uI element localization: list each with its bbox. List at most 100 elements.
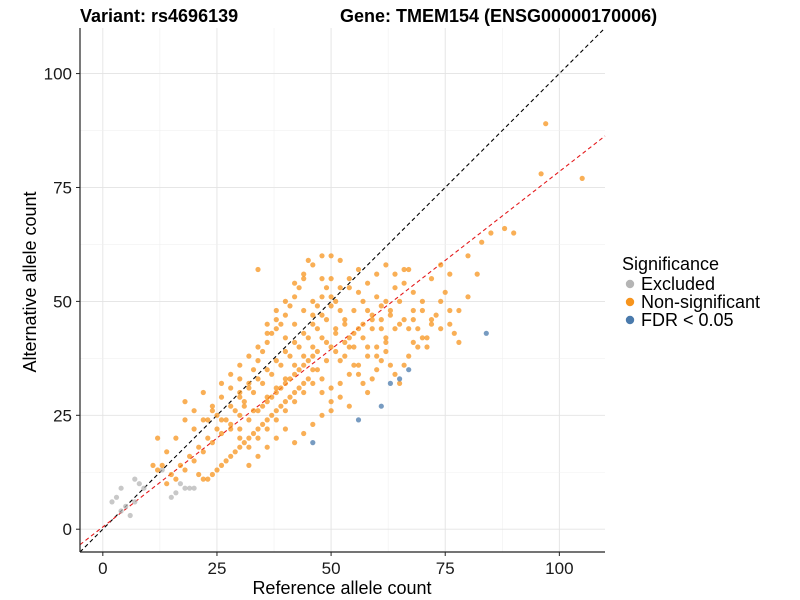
reference-line-fit [79,135,606,546]
legend-key-fdr-0-05 [625,315,635,325]
point-non-significant [273,435,279,441]
point-non-significant [406,326,412,332]
point-non-significant [319,412,325,418]
point-non-significant [323,285,330,291]
point-non-significant [260,403,266,409]
point-non-significant [365,280,371,286]
point-non-significant [273,389,279,396]
point-non-significant [301,307,307,314]
point-non-significant [209,408,215,414]
point-non-significant [246,417,252,423]
point-non-significant [333,348,339,355]
point-non-significant [177,462,183,468]
point-non-significant [205,435,211,441]
x-tick-label: 100 [545,559,573,578]
point-non-significant [337,394,343,400]
point-non-significant [314,348,320,355]
tick-labels: 0 25 50 75 100 0 25 50 75 100 [44,65,574,578]
point-non-significant [191,408,197,414]
point-non-significant [438,298,444,304]
point-non-significant [392,285,398,291]
point-non-significant [365,344,371,350]
point-non-significant [273,307,279,314]
point-non-significant [292,339,298,345]
point-non-significant [355,289,362,295]
point-non-significant [292,389,298,396]
point-excluded [187,485,193,491]
point-non-significant [328,294,334,300]
point-fdr-0-05 [387,380,393,386]
point-non-significant [474,271,480,277]
point-non-significant [164,449,170,455]
point-non-significant [301,353,307,359]
point-non-significant [237,426,243,432]
y-tick-label: 0 [63,520,72,539]
point-fdr-0-05 [406,367,412,373]
point-non-significant [182,467,188,473]
point-non-significant [465,253,471,259]
legend-label-non-significant: Non-significant [641,292,760,312]
point-non-significant [419,298,425,304]
point-non-significant [410,307,416,314]
point-excluded [127,512,133,519]
point-non-significant [273,385,279,391]
legend-key-non-significant [625,297,635,307]
point-non-significant [447,271,453,277]
point-non-significant [410,289,416,295]
point-non-significant [282,399,288,405]
chart-title-gene: Gene: TMEM154 (ENSG00000170006) [340,6,657,26]
point-non-significant [342,321,348,327]
point-excluded [136,481,142,487]
point-non-significant [237,394,243,400]
point-non-significant [301,430,307,437]
point-non-significant [424,344,430,350]
point-non-significant [328,253,334,259]
point-non-significant [269,412,275,418]
point-non-significant [301,389,307,396]
point-excluded [182,485,188,491]
point-non-significant [424,335,430,341]
point-non-significant [369,326,375,332]
point-non-significant [314,303,320,309]
point-non-significant [214,426,220,432]
point-non-significant [383,335,389,341]
y-tick-label: 50 [53,292,72,311]
point-non-significant [579,175,585,181]
reference-lines [79,27,606,553]
point-non-significant [351,307,357,314]
point-non-significant [342,353,348,359]
point-non-significant [301,276,307,282]
point-non-significant [374,294,380,300]
legend-title: Significance [622,254,719,274]
point-fdr-0-05 [483,330,489,336]
point-non-significant [442,289,448,295]
point-non-significant [319,294,325,300]
legend-label-fdr-0-05: FDR < 0.05 [641,310,734,330]
point-non-significant [378,303,384,309]
point-non-significant [337,285,343,291]
point-non-significant [328,276,334,282]
point-non-significant [378,317,384,323]
point-non-significant [264,399,270,405]
point-non-significant [447,307,453,314]
point-non-significant [456,339,462,345]
point-non-significant [355,362,362,368]
point-non-significant [246,380,252,386]
point-non-significant [287,376,293,382]
point-non-significant [378,326,384,332]
point-fdr-0-05 [378,403,384,409]
point-non-significant [255,426,261,432]
point-non-significant [264,394,270,400]
point-non-significant [314,367,320,373]
point-non-significant [241,403,247,409]
point-non-significant [310,321,316,327]
point-non-significant [374,353,380,359]
point-excluded [132,476,138,482]
point-non-significant [200,476,206,482]
point-non-significant [310,298,316,304]
point-non-significant [319,389,325,396]
point-non-significant [255,266,261,273]
point-non-significant [428,276,435,282]
data-points [109,121,585,519]
